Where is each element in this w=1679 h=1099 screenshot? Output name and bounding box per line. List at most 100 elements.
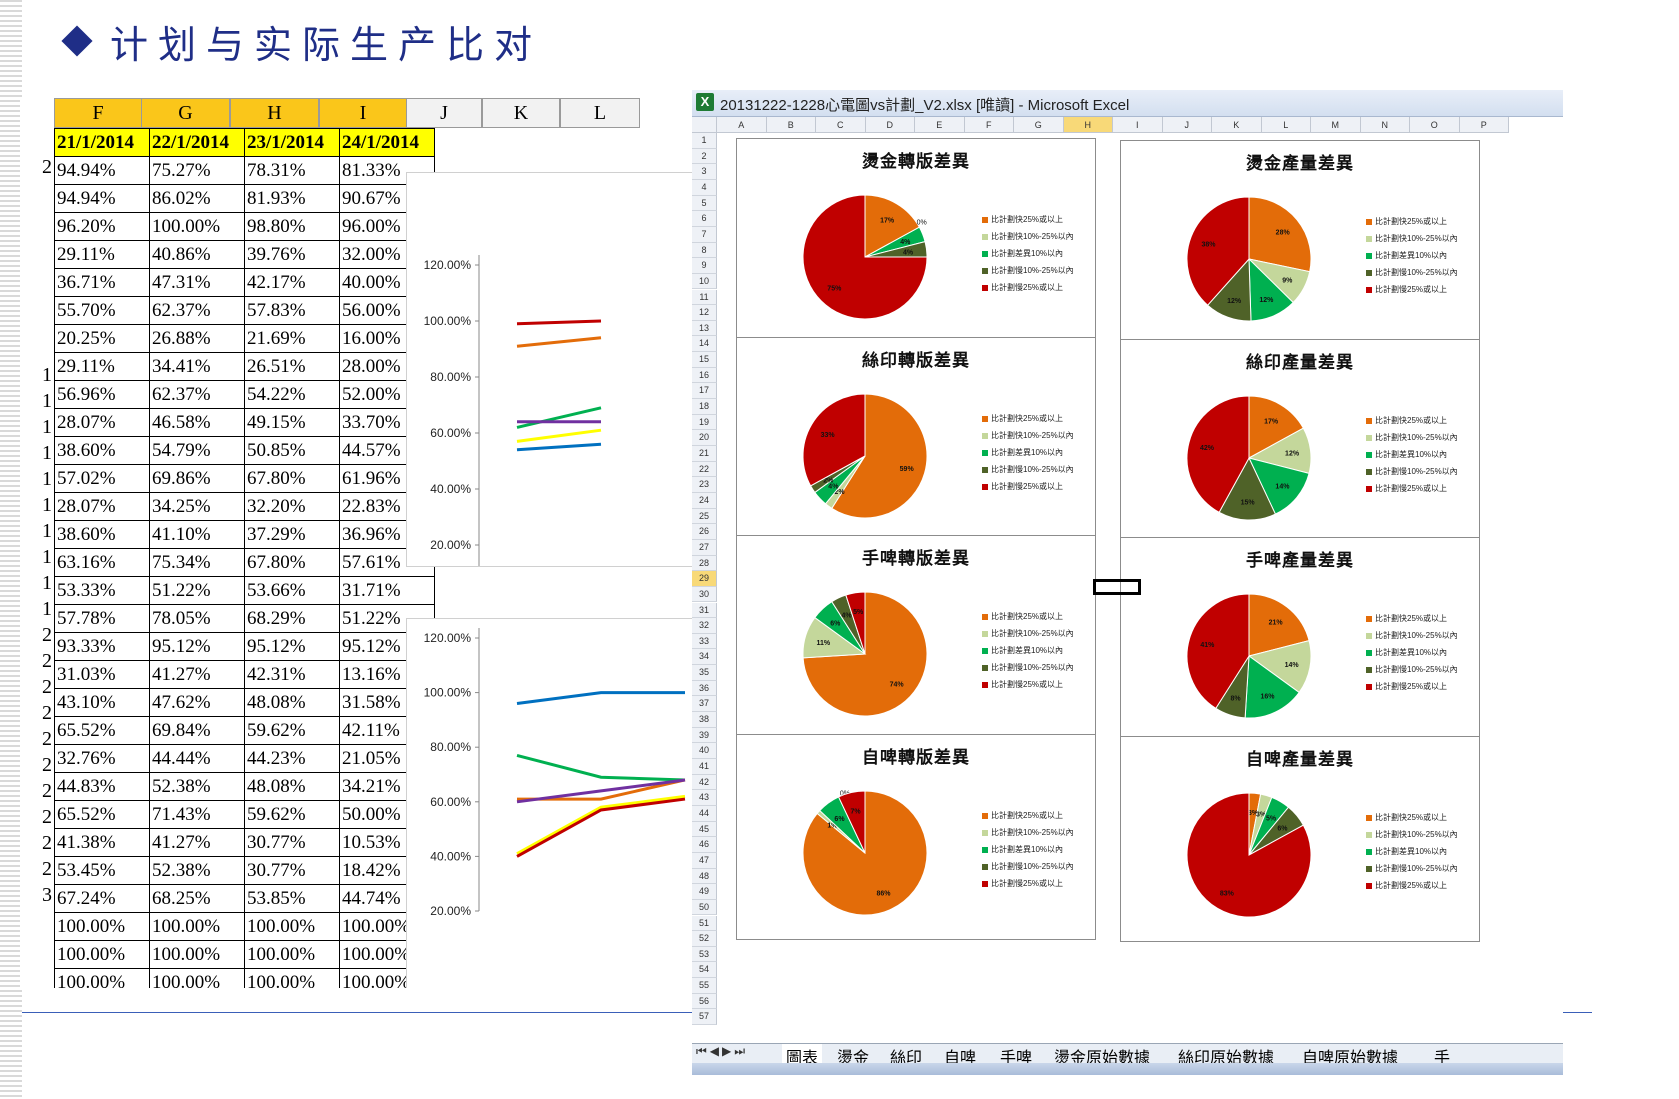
table-cell[interactable]: 86.02% xyxy=(149,184,245,213)
row-header[interactable]: 25 xyxy=(692,508,717,525)
row-header[interactable]: 1 xyxy=(692,133,717,149)
table-cell[interactable]: 34.25% xyxy=(149,492,245,521)
table-cell[interactable]: 56.96% xyxy=(54,380,150,409)
pie-chart[interactable]: 自啤轉版差異86%1%6%0%7%比計劃快25%或以上比計劃快10%-25%以內… xyxy=(736,734,1096,940)
table-cell[interactable]: 20.25% xyxy=(54,324,150,353)
row-header[interactable]: 15 xyxy=(692,352,717,368)
table-cell[interactable]: 43.10% xyxy=(54,688,150,717)
table-cell[interactable]: 65.52% xyxy=(54,800,150,829)
column-header-D[interactable]: D xyxy=(865,117,915,133)
pie-chart[interactable]: 自啤產量差異 3% 3% 5% 6% 83% 比計劃快25%或以上 比計劃快10%-25%以內… xyxy=(1120,736,1480,942)
pie-chart[interactable]: 絲印產量差異 17% 12% 14% 15% 42% 比計劃快25%或以上 比計劃快10%-2… xyxy=(1120,339,1480,545)
column-header-A[interactable]: A xyxy=(717,117,767,133)
table-cell[interactable]: 94.94% xyxy=(54,156,150,185)
row-header[interactable]: 43 xyxy=(692,790,717,806)
row-header[interactable]: 16 xyxy=(692,367,717,384)
table-cell[interactable]: 94.94% xyxy=(54,184,150,213)
table-cell[interactable]: 57.78% xyxy=(54,604,150,633)
column-header-F[interactable]: F xyxy=(964,117,1014,133)
table-cell[interactable]: 36.71% xyxy=(54,268,150,297)
row-header[interactable]: 53 xyxy=(692,946,717,963)
column-header-L[interactable]: L xyxy=(560,98,640,128)
table-cell[interactable]: 95.12% xyxy=(149,632,245,661)
table-cell[interactable]: 53.45% xyxy=(54,856,150,885)
column-header-H[interactable]: H xyxy=(1063,117,1113,133)
row-header[interactable]: 42 xyxy=(692,774,717,791)
table-cell[interactable]: 51.22% xyxy=(149,576,245,605)
table-cell[interactable]: 32.20% xyxy=(244,492,340,521)
table-cell[interactable]: 78.05% xyxy=(149,604,245,633)
table-cell[interactable]: 26.51% xyxy=(244,352,340,381)
column-header-B[interactable]: B xyxy=(766,117,816,133)
pie-chart[interactable]: 手啤產量差異 21% 14% 16% 8% 41% 比計劃快25%或以上 比計劃快10%-25… xyxy=(1120,537,1480,743)
table-cell[interactable]: 98.80% xyxy=(244,212,340,241)
table-cell[interactable]: 96.20% xyxy=(54,212,150,241)
table-cell[interactable]: 26.88% xyxy=(149,324,245,353)
row-header[interactable]: 5 xyxy=(692,195,717,212)
date-header[interactable]: 22/1/2014 xyxy=(149,128,245,157)
table-cell[interactable]: 67.80% xyxy=(244,464,340,493)
table-cell[interactable]: 31.71% xyxy=(339,576,435,605)
row-header[interactable]: 37 xyxy=(692,696,717,713)
table-cell[interactable]: 100.00% xyxy=(244,912,340,941)
table-cell[interactable]: 100.00% xyxy=(149,940,245,969)
table-cell[interactable]: 29.11% xyxy=(54,240,150,269)
table-cell[interactable]: 52.38% xyxy=(149,772,245,801)
row-header[interactable]: 19 xyxy=(692,414,717,431)
table-cell[interactable]: 100.00% xyxy=(149,968,245,988)
table-cell[interactable]: 29.11% xyxy=(54,352,150,381)
column-header-N[interactable]: N xyxy=(1360,117,1410,133)
row-header[interactable]: 22 xyxy=(692,461,717,478)
table-cell[interactable]: 41.38% xyxy=(54,828,150,857)
pie-chart[interactable]: 絲印轉版差異 59% 2% 4% 2% 33% 比計劃快25%或以上 比計劃快10%-25%以… xyxy=(736,337,1096,543)
column-header-J[interactable]: J xyxy=(406,98,482,128)
row-header[interactable]: 41 xyxy=(692,759,717,775)
pie-chart[interactable]: 燙金產量差異 28% 9% 12% 12% 38% 比計劃快25%或以上 比計劃快10%-25… xyxy=(1120,140,1480,346)
row-header[interactable]: 35 xyxy=(692,665,717,681)
row-header[interactable]: 51 xyxy=(692,915,717,932)
row-header[interactable]: 34 xyxy=(692,649,717,666)
table-cell[interactable]: 57.83% xyxy=(244,296,340,325)
table-cell[interactable]: 100.00% xyxy=(244,940,340,969)
table-cell[interactable]: 30.77% xyxy=(244,856,340,885)
table-cell[interactable]: 21.69% xyxy=(244,324,340,353)
table-cell[interactable]: 67.80% xyxy=(244,548,340,577)
table-cell[interactable]: 68.25% xyxy=(149,884,245,913)
table-cell[interactable]: 100.00% xyxy=(54,968,150,988)
table-cell[interactable]: 31.03% xyxy=(54,660,150,689)
row-header[interactable]: 13 xyxy=(692,320,717,337)
table-cell[interactable]: 75.27% xyxy=(149,156,245,185)
table-cell[interactable]: 41.10% xyxy=(149,520,245,549)
row-header[interactable]: 23 xyxy=(692,477,717,493)
row-header[interactable]: 55 xyxy=(692,978,717,994)
row-header[interactable]: 31 xyxy=(692,602,717,619)
column-header-G[interactable]: G xyxy=(1014,117,1064,133)
row-header[interactable]: 54 xyxy=(692,962,717,979)
table-cell[interactable]: 81.93% xyxy=(244,184,340,213)
column-header-K[interactable]: K xyxy=(1212,117,1262,133)
table-cell[interactable]: 49.15% xyxy=(244,408,340,437)
row-header[interactable]: 33 xyxy=(692,633,717,650)
table-cell[interactable]: 28.07% xyxy=(54,492,150,521)
row-header[interactable]: 32 xyxy=(692,618,717,634)
table-cell[interactable]: 34.41% xyxy=(149,352,245,381)
row-header[interactable]: 45 xyxy=(692,821,717,838)
table-cell[interactable]: 54.79% xyxy=(149,436,245,465)
table-cell[interactable]: 78.31% xyxy=(244,156,340,185)
row-header[interactable]: 12 xyxy=(692,305,717,321)
table-cell[interactable]: 75.34% xyxy=(149,548,245,577)
table-cell[interactable]: 54.22% xyxy=(244,380,340,409)
table-cell[interactable]: 41.27% xyxy=(149,660,245,689)
row-header[interactable]: 36 xyxy=(692,680,717,697)
table-cell[interactable]: 38.60% xyxy=(54,520,150,549)
table-cell[interactable]: 39.76% xyxy=(244,240,340,269)
table-cell[interactable]: 100.00% xyxy=(149,212,245,241)
table-cell[interactable]: 42.31% xyxy=(244,660,340,689)
sheet-tab[interactable]: 燙金原始數據 xyxy=(1054,1050,1151,1067)
sheet-tab[interactable]: 手啤 xyxy=(1000,1050,1033,1067)
table-cell[interactable]: 38.60% xyxy=(54,436,150,465)
pie-chart[interactable]: 燙金轉版差異 17% 0% 4% 4% 75% 比計劃快25%或以上 比計劃快10%-25%以… xyxy=(736,138,1096,344)
row-header[interactable]: 6 xyxy=(692,211,717,227)
table-cell[interactable]: 44.44% xyxy=(149,744,245,773)
table-cell[interactable]: 47.31% xyxy=(149,268,245,297)
